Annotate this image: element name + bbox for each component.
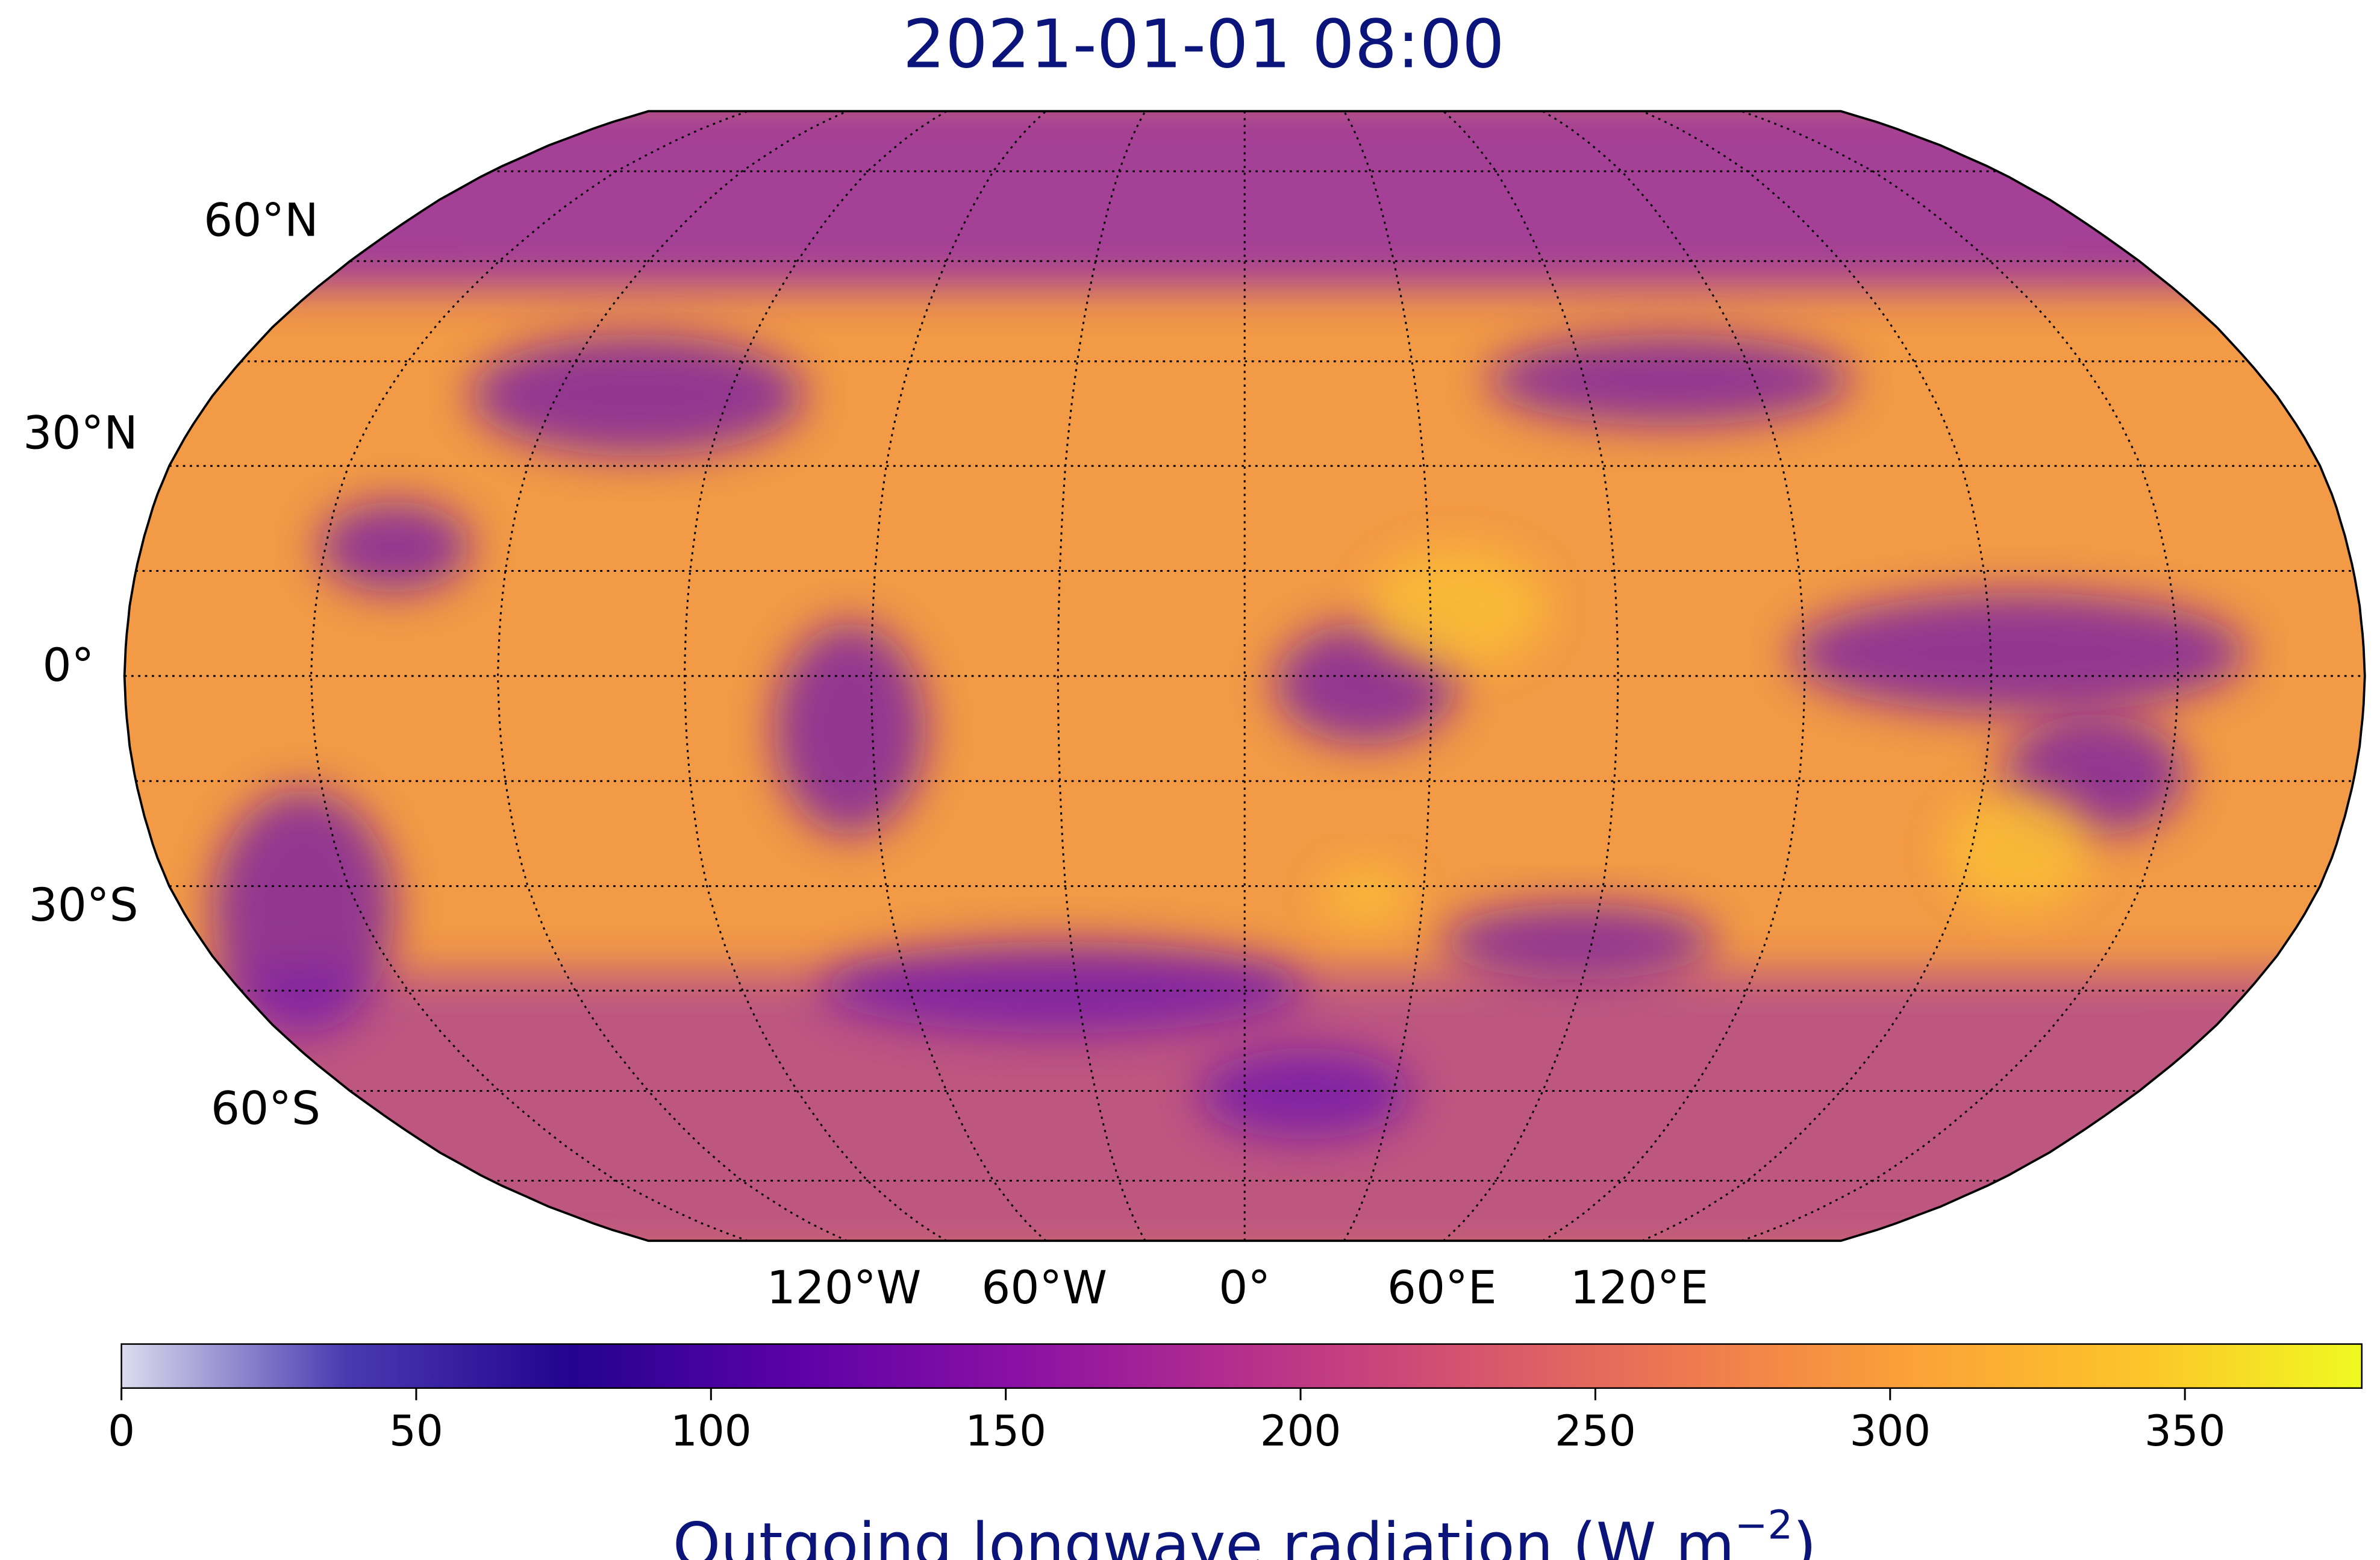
lat-label: 60°S bbox=[211, 1082, 320, 1135]
warm-area bbox=[1943, 789, 2095, 912]
meridian bbox=[1641, 111, 1993, 1241]
colorbar-tick-label: 250 bbox=[1555, 1406, 1636, 1456]
cloud bbox=[319, 501, 471, 593]
colorbar-label: Outgoing longwave radiation (W m−2) bbox=[673, 1503, 1817, 1560]
cloud bbox=[1487, 334, 1852, 426]
meridian bbox=[683, 111, 948, 1241]
lat-label: 0° bbox=[42, 639, 94, 692]
colorbar-tick-label: 300 bbox=[1849, 1406, 1931, 1456]
cloud bbox=[774, 622, 926, 836]
warm-area bbox=[1366, 547, 1549, 669]
lon-label: 120°W bbox=[767, 1261, 922, 1314]
colorbar-label-part: −2 bbox=[1735, 1503, 1793, 1549]
colorbar-tick-label: 50 bbox=[389, 1406, 443, 1456]
cloud bbox=[1441, 903, 1716, 980]
lat-label: 30°N bbox=[23, 406, 138, 459]
meridian bbox=[1343, 111, 1432, 1241]
cloud bbox=[819, 941, 1306, 1033]
cloud bbox=[470, 334, 805, 456]
map bbox=[123, 110, 2366, 1242]
lon-label: 120°E bbox=[1570, 1261, 1708, 1314]
colorbar-label-part: Outgoing longwave radiation (W m bbox=[673, 1509, 1735, 1560]
warm-area bbox=[1320, 865, 1412, 927]
map-outline bbox=[123, 110, 2366, 1242]
map-field bbox=[124, 111, 2365, 1241]
polar-band bbox=[124, 111, 2365, 289]
title: 2021-01-01 08:00 bbox=[903, 5, 1505, 83]
colorbar-tick-label: 200 bbox=[1260, 1406, 1341, 1456]
colorbar-tick-label: 0 bbox=[108, 1406, 135, 1456]
colorbar bbox=[120, 1343, 2363, 1389]
colorbar-label-part: ) bbox=[1793, 1509, 1816, 1560]
meridian bbox=[1057, 111, 1146, 1241]
colorbar-tick-label: 350 bbox=[2144, 1406, 2226, 1456]
colorbar-tick-label: 100 bbox=[670, 1406, 752, 1456]
cloud bbox=[212, 789, 395, 1033]
lon-label: 60°W bbox=[981, 1261, 1107, 1314]
meridian bbox=[496, 111, 848, 1241]
cloud bbox=[1791, 592, 2247, 714]
lon-label: 60°E bbox=[1387, 1261, 1497, 1314]
lat-label: 30°S bbox=[29, 879, 139, 932]
lon-label: 0° bbox=[1219, 1261, 1270, 1314]
cloud bbox=[1199, 1048, 1412, 1139]
meridian bbox=[1542, 111, 1806, 1241]
colorbar-tick-label: 150 bbox=[965, 1406, 1046, 1456]
lat-label: 60°N bbox=[204, 194, 318, 247]
